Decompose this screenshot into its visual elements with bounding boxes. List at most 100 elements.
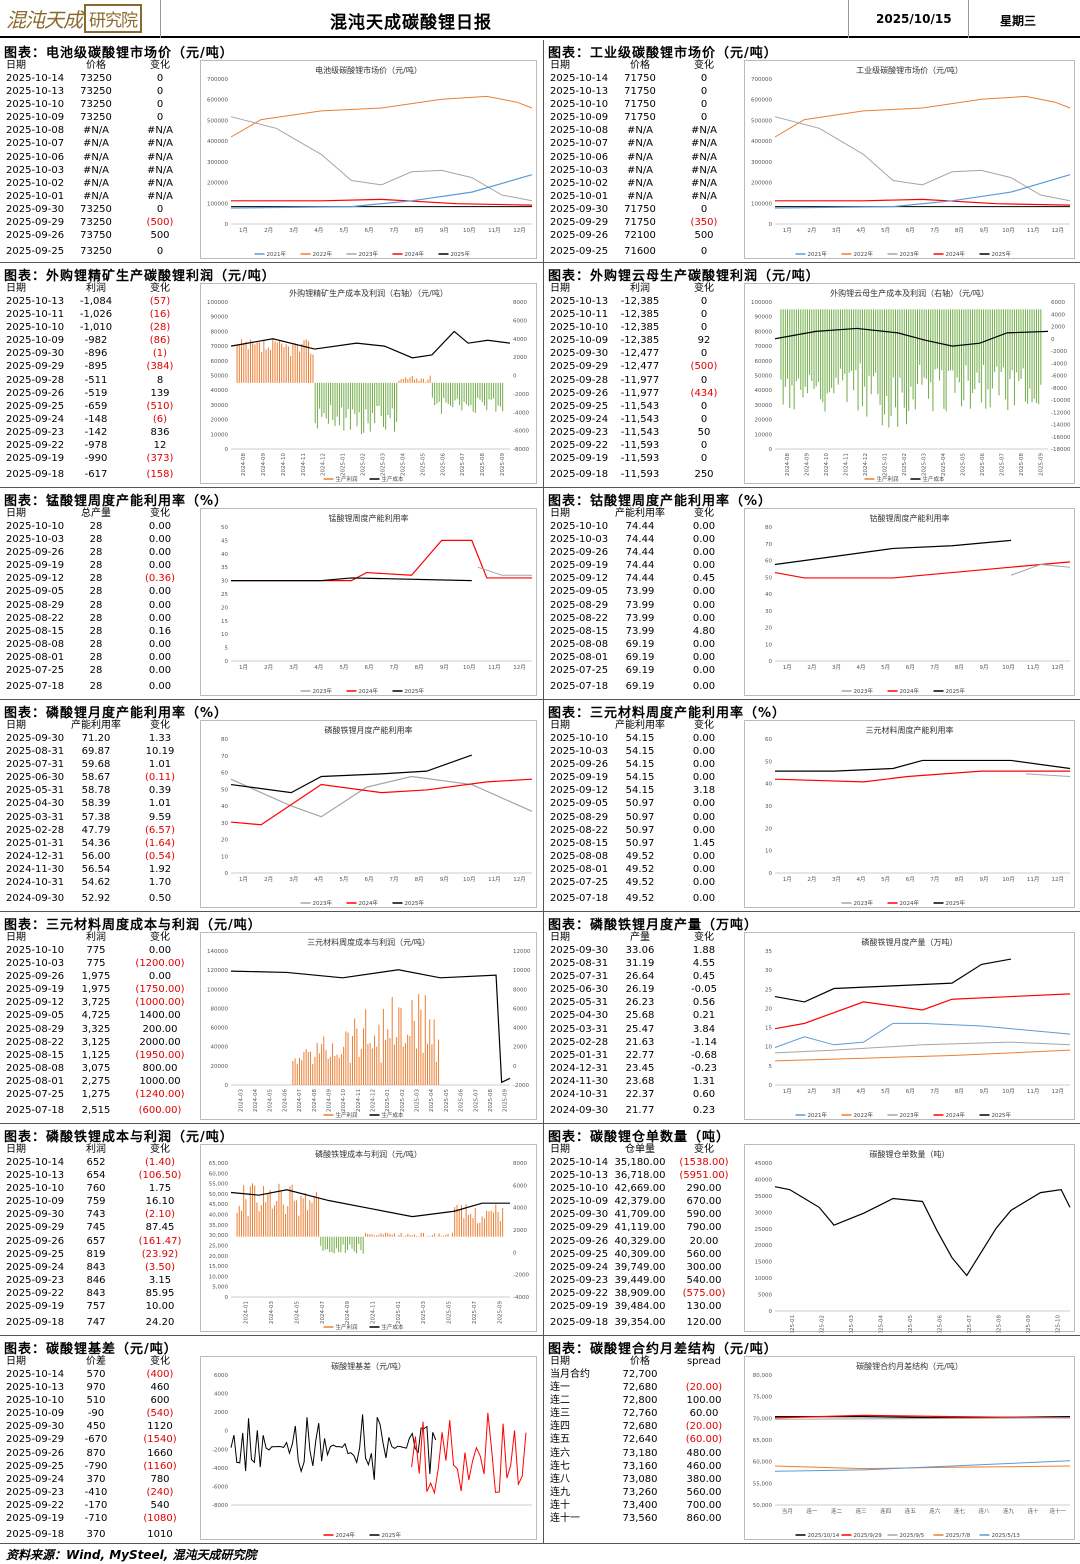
chart-panel: 图表：磷酸锂月度产能利用率（%） 日期 产能利用率 变化 2025-09-30 71.20… — [0, 700, 543, 912]
table-cell: 2025-10-13 — [6, 1382, 65, 1394]
series-line — [411, 1412, 527, 1495]
bar-mark — [499, 1221, 501, 1237]
y-tick-label: 0 — [769, 1309, 773, 1315]
bar-mark — [343, 1046, 345, 1085]
bar-mark — [433, 1019, 435, 1085]
bar-mark — [1016, 309, 1018, 373]
table-row: 2025-07-18 69.19 0.00 — [548, 680, 740, 693]
bar-mark — [978, 309, 980, 384]
bar-mark — [850, 309, 852, 371]
series-line — [774, 770, 1070, 783]
table-cell: 2025-10-06 — [6, 151, 65, 163]
bar-mark — [338, 1057, 340, 1085]
column-header: 价格 — [630, 60, 650, 71]
bar-mark — [340, 1236, 342, 1253]
table-cell: 2025-09-19 — [6, 1301, 65, 1313]
table-cell: 2025-08-29 — [550, 599, 609, 611]
y2-tick-label: -6000 — [513, 429, 529, 435]
table-cell: 2024-12-31 — [6, 850, 65, 862]
table-cell: 73,560 — [622, 1513, 658, 1525]
y-tick-label: -6000 — [212, 1484, 228, 1490]
table-cell: 39,749.00 — [614, 1261, 666, 1273]
bar-mark — [299, 1057, 301, 1085]
table-row: 2025-10-13 36,718.00 (5951.00) — [548, 1169, 740, 1182]
table-row: 2025-07-25 28 0.00 — [4, 664, 196, 677]
legend-entry: 2025/5/13 — [992, 1533, 1021, 1539]
bar-mark — [380, 1232, 382, 1237]
table-cell: 2025-09-30 — [550, 1209, 609, 1221]
table-cell: 42,669.00 — [614, 1183, 666, 1195]
y2-tick-label: 6000 — [513, 1006, 527, 1012]
table-cell: 22.77 — [625, 1049, 655, 1061]
bar-mark — [367, 382, 369, 424]
table-cell: 1,275 — [81, 1089, 111, 1101]
bar-mark — [376, 382, 378, 407]
table-row: 2025-10-10 73250 0 — [4, 98, 196, 111]
column-header: 变化 — [150, 720, 170, 731]
table-row: 2025-09-25 73250 0 — [4, 245, 196, 258]
table-cell — [670, 1368, 738, 1381]
table-row: 连十一 73,560 860.00 — [548, 1512, 740, 1525]
table-cell: -0.05 — [691, 984, 717, 996]
table-cell: -11,543 — [620, 400, 660, 412]
table-cell: (240) — [146, 1486, 174, 1498]
table-cell: 670.00 — [686, 1196, 722, 1208]
bar-mark — [888, 309, 890, 428]
bar-mark — [278, 1183, 280, 1237]
table-cell: 2024-12-31 — [550, 1062, 609, 1074]
table-cell: 59.68 — [81, 759, 111, 771]
table-row: 2025-03-31 25.47 3.84 — [548, 1023, 740, 1036]
table-row: 2025-10-14 652 (1.40) — [4, 1156, 196, 1169]
bar-mark — [486, 1210, 488, 1237]
y-tick-label: 60 — [765, 559, 772, 565]
table-cell: 1.75 — [148, 1183, 172, 1195]
table-cell: 2025-10-13 — [550, 1170, 609, 1182]
table-cell: 2025-01-31 — [6, 837, 65, 849]
table-cell: 2025-09-23 — [550, 1274, 609, 1286]
table-cell: 69.19 — [625, 638, 655, 650]
table-cell: 3.15 — [148, 1274, 172, 1286]
bar-mark — [813, 309, 815, 389]
y-tick-label: 50 — [765, 575, 772, 581]
bar-mark — [416, 1235, 418, 1237]
table-cell: 2025-07-18 — [6, 1105, 65, 1117]
table-cell: 0.00 — [692, 638, 716, 650]
x-tick-label: 连一 — [806, 1507, 818, 1515]
y-tick-label: 0 — [225, 1429, 229, 1435]
bar-mark — [374, 1035, 376, 1085]
x-tick-label: 2025-07 — [999, 453, 1005, 476]
y2-tick-label: 4000 — [513, 337, 527, 343]
bar-mark — [405, 377, 407, 383]
table-cell: 2025-03-31 — [550, 1023, 609, 1035]
table-cell: 2025-09-29 — [550, 1222, 609, 1234]
x-tick-label: 2月 — [807, 664, 816, 671]
table-row: 2025-10-03 775 (1200.00) — [4, 957, 196, 970]
column-header: 产能利用率 — [615, 720, 665, 731]
x-tick-label: 连十 — [1028, 1507, 1040, 1515]
table-row: 连二 72,800 100.00 — [548, 1394, 740, 1407]
table-cell: 2025-07-25 — [6, 1089, 65, 1101]
data-table: 日期 产能利用率 变化 2025-09-30 71.20 1.33 2025-08-31 69… — [4, 719, 196, 905]
table-cell: (86) — [149, 335, 171, 347]
bar-mark — [274, 341, 276, 383]
table-row: 2025-09-19 757 10.00 — [4, 1300, 196, 1313]
bar-mark — [892, 309, 894, 378]
y-tick-label: 80000 — [211, 329, 229, 335]
x-tick-label: 12月 — [513, 664, 526, 671]
table-cell: 2025-09-29 — [6, 1434, 65, 1446]
bar-mark — [461, 382, 463, 411]
table-cell: 49.52 — [625, 850, 655, 862]
table-cell: 40,309.00 — [614, 1248, 666, 1260]
table-header: 日期 价格 spread — [548, 1355, 740, 1368]
bar-mark — [479, 1222, 481, 1237]
x-tick-label: 2月 — [264, 876, 273, 883]
bar-mark — [420, 1232, 422, 1237]
y-tick-label: 10,000 — [209, 1274, 229, 1280]
bar-mark — [456, 1204, 458, 1237]
bar-mark — [945, 309, 947, 412]
bar-mark — [422, 378, 424, 383]
trend-chart: 外购锂云母生产成本及利润（右轴）（元/吨） 100000 90000 80000 700… — [744, 283, 1075, 484]
table-row: 2025-02-28 47.79 (6.57) — [4, 824, 196, 837]
table-cell: 2025-09-23 — [550, 426, 609, 438]
